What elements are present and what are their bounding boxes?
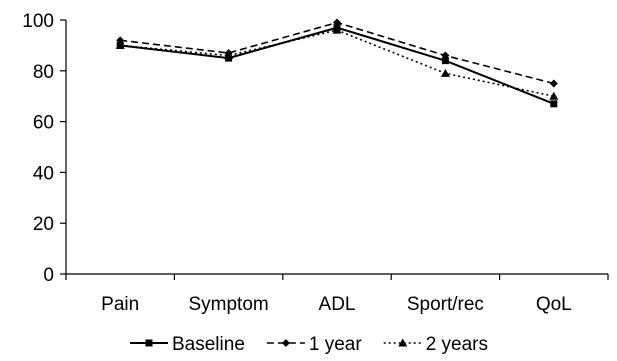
data-point bbox=[115, 40, 125, 49]
y-tick-label: 40 bbox=[33, 163, 54, 184]
legend-label: 1 year bbox=[309, 334, 362, 355]
legend-item: 1 year bbox=[266, 334, 362, 355]
x-tick-label: Symptom bbox=[188, 294, 268, 315]
legend-label: Baseline bbox=[172, 334, 245, 355]
y-tick-label: 100 bbox=[22, 11, 54, 32]
legend-label: 2 years bbox=[426, 334, 488, 355]
y-tick-label: 80 bbox=[33, 62, 54, 83]
series-layer bbox=[115, 18, 559, 108]
data-point bbox=[441, 51, 450, 60]
legend-marker bbox=[145, 339, 153, 347]
legend-item: 2 years bbox=[383, 334, 488, 355]
data-point bbox=[549, 91, 559, 100]
y-tick-label: 60 bbox=[33, 113, 54, 134]
data-point bbox=[441, 57, 449, 65]
y-tick-label: 0 bbox=[43, 265, 54, 286]
x-tick-label: Sport/rec bbox=[407, 294, 484, 315]
data-point bbox=[116, 36, 125, 45]
x-tick-label: QoL bbox=[536, 294, 572, 315]
legend: Baseline 1 year 2 years bbox=[130, 334, 488, 355]
data-point bbox=[333, 18, 341, 27]
series-line bbox=[120, 29, 554, 97]
data-point bbox=[550, 100, 558, 108]
series-line bbox=[120, 26, 555, 105]
y-tick-label: 20 bbox=[33, 214, 54, 235]
series-baseline bbox=[116, 24, 558, 108]
y-axis: 0 20 40 60 80 100 bbox=[22, 11, 67, 286]
legend-marker bbox=[398, 338, 408, 347]
series-2-years bbox=[115, 25, 559, 100]
data-point bbox=[549, 79, 558, 88]
x-tick-label: ADL bbox=[319, 294, 356, 315]
data-point bbox=[440, 68, 450, 77]
x-axis: Pain Symptom ADL Sport/rec QoL bbox=[65, 273, 609, 315]
x-tick-label: Pain bbox=[101, 294, 139, 315]
data-point bbox=[224, 51, 234, 60]
series-1-year bbox=[116, 18, 558, 88]
legend-item: Baseline bbox=[130, 334, 245, 355]
data-point bbox=[332, 25, 342, 34]
legend-marker bbox=[281, 339, 290, 347]
